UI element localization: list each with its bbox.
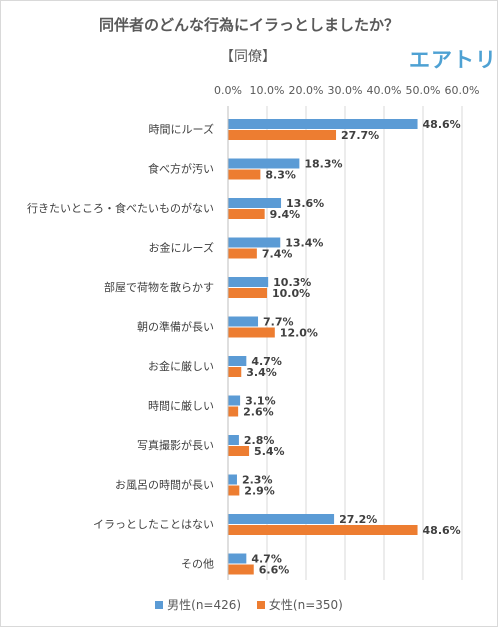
bar-female: [228, 406, 239, 417]
data-label-male: 2.3%: [242, 474, 273, 487]
category-label: お風呂の時間が長い: [115, 478, 214, 492]
legend-swatch-male: [155, 600, 164, 609]
bar-male: [228, 316, 259, 327]
legend: 男性(n=426) 女性(n=350): [0, 596, 498, 613]
data-label-male: 10.3%: [273, 276, 311, 289]
bar-male: [228, 395, 241, 406]
data-label-female: 2.6%: [243, 406, 274, 419]
data-label-female: 3.4%: [246, 366, 277, 379]
data-label-male: 3.1%: [245, 395, 276, 408]
bar-female: [228, 525, 418, 535]
data-label-male: 27.2%: [339, 513, 377, 526]
data-label-female: 9.4%: [270, 208, 301, 221]
brand-logo: エアトリ: [409, 48, 497, 72]
category-label: 行きたいところ・食べたいものがない: [27, 201, 214, 215]
data-label-female: 10.0%: [272, 287, 310, 300]
bar-female: [228, 564, 254, 575]
data-label-female: 5.4%: [254, 445, 285, 458]
bar-male: [228, 277, 269, 287]
category-label: 写真撮影が長い: [137, 438, 214, 452]
data-label-male: 7.7%: [263, 316, 294, 329]
category-label: 時間に厳しい: [148, 399, 214, 413]
legend-label-female: 女性(n=350): [268, 598, 343, 612]
category-label: 部屋で荷物を散らかす: [104, 280, 214, 294]
bar-male: [228, 158, 300, 169]
data-label-female: 12.0%: [280, 327, 318, 340]
bar-male: [228, 198, 282, 208]
data-label-female: 8.3%: [265, 169, 296, 182]
category-label: 朝の準備が長い: [137, 320, 214, 334]
legend-item-female: 女性(n=350): [256, 596, 343, 613]
chart-subtitle: 【同僚】: [220, 49, 276, 65]
x-tick-label: 50.0%: [406, 84, 441, 97]
bar-female: [228, 446, 250, 456]
data-label-male: 2.8%: [244, 434, 275, 447]
data-label-male: 18.3%: [304, 158, 342, 171]
category-label: お金に厳しい: [148, 359, 214, 373]
data-label-female: 2.9%: [244, 485, 275, 498]
bar-female: [228, 169, 261, 180]
data-label-male: 13.6%: [286, 197, 324, 210]
bar-male: [228, 356, 247, 366]
data-label-female: 48.6%: [423, 524, 461, 537]
data-label-female: 7.4%: [262, 248, 293, 261]
data-label-male: 4.7%: [251, 553, 282, 566]
category-label: 時間にルーズ: [149, 122, 214, 136]
bar-female: [228, 327, 275, 338]
x-tick-label: 60.0%: [445, 84, 480, 97]
data-label-male: 13.4%: [285, 237, 323, 250]
category-label: イラっとしたことはない: [93, 518, 214, 531]
data-label-female: 27.7%: [341, 129, 379, 142]
data-label-male: 4.7%: [251, 355, 282, 368]
x-tick-label: 30.0%: [328, 84, 363, 97]
chart-title: 同伴者のどんな行為にイラっとしましたか？: [98, 16, 399, 34]
bar-female: [228, 209, 265, 219]
x-tick-label: 40.0%: [367, 84, 402, 97]
bar-male: [228, 514, 335, 524]
category-label: 食べ方が汚い: [148, 162, 214, 176]
bar-female: [228, 367, 242, 377]
bar-male: [228, 553, 247, 564]
bar-female: [228, 248, 257, 259]
data-label-male: 48.6%: [423, 118, 461, 131]
x-tick-label: 0.0%: [214, 84, 242, 97]
bar-male: [228, 237, 281, 248]
bar-male: [228, 474, 237, 485]
bar-male: [228, 435, 239, 445]
x-tick-label: 10.0%: [250, 84, 285, 97]
category-label: お金にルーズ: [149, 241, 214, 255]
data-label-female: 6.6%: [259, 564, 290, 577]
bar-female: [228, 130, 337, 140]
bar-female: [228, 485, 240, 496]
bar-female: [228, 288, 267, 298]
legend-item-male: 男性(n=426): [155, 596, 241, 613]
legend-label-male: 男性(n=426): [167, 598, 242, 612]
category-label: その他: [181, 558, 214, 571]
legend-swatch-female: [256, 600, 265, 609]
x-tick-label: 20.0%: [289, 84, 324, 97]
bar-male: [228, 119, 418, 129]
